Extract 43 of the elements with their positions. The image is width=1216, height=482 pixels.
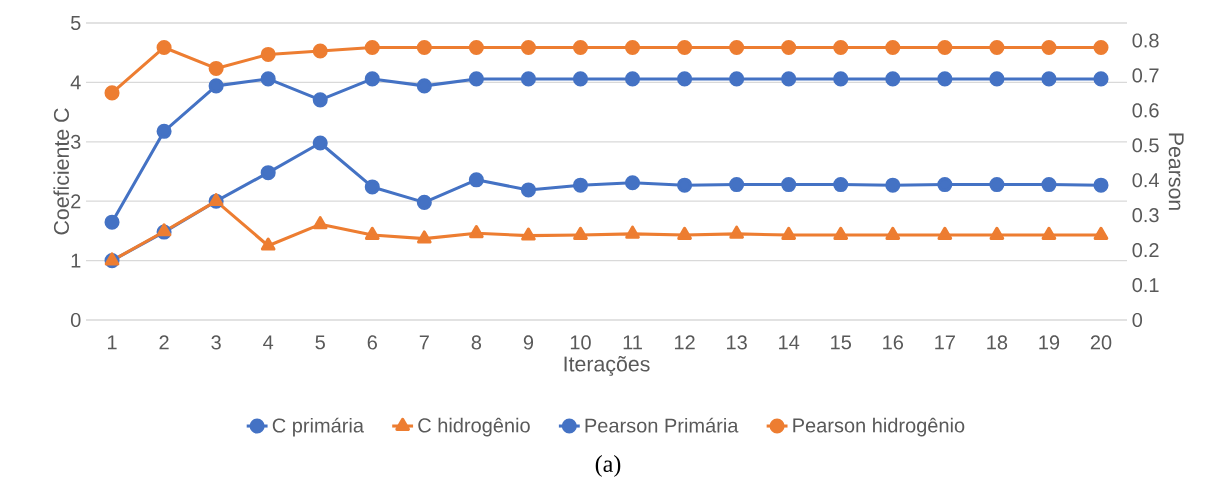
x-tick-label: 16 [883,335,904,350]
y-tick-label: 3 [70,134,81,149]
legend-label: C hidrogênio [418,417,530,437]
y2-tick-label: 0.8 [1132,33,1159,48]
y2-axis-title: Pearson [1168,133,1184,210]
legend-label: Pearson Primária [585,417,739,433]
x-tick-label: 10 [570,335,591,350]
x-tick-label: 8 [471,335,482,350]
y2-tick-label: 0.6 [1132,103,1159,118]
y-tick-label: 1 [71,253,81,268]
x-tick-label: 2 [159,335,169,350]
x-tick-label: 4 [263,335,274,350]
y-tick-label: 4 [70,75,81,90]
x-tick-label: 11 [623,335,642,350]
legend-label: Pearson hidrogênio [793,417,965,437]
y-tick-label: 0 [70,312,81,328]
x-tick-label: 6 [367,335,377,350]
x-tick-label: 15 [831,335,852,350]
y2-tick-label: 0.1 [1132,277,1159,293]
x-tick-label: 18 [987,335,1008,350]
x-tick-label: 9 [523,335,534,350]
y-tick-label: 5 [70,16,81,30]
x-tick-label: 13 [727,335,747,350]
x-tick-label: 20 [1090,335,1112,350]
x-tick-label: 12 [674,335,695,350]
y2-tick-label: 0.3 [1132,208,1159,223]
x-tick-label: 14 [779,335,800,350]
x-tick-label: 3 [211,335,221,350]
y2-tick-label: 0.7 [1132,68,1159,83]
y-axis-title: Coeficiente C [53,108,70,235]
y2-tick-label: 0.2 [1132,243,1159,258]
x-tick-label: 17 [935,335,955,350]
y-tick-label: 2 [71,194,81,209]
x-axis-title: Iterações [564,356,650,376]
x-tick-label: 5 [315,335,325,350]
text: (a) [595,455,621,477]
y2-tick-label: 0.4 [1132,173,1159,188]
legend-label: C primária [272,417,364,437]
y2-tick-label: 0 [1132,312,1143,328]
x-tick-label: 7 [419,335,429,350]
y2-tick-label: 0.5 [1132,138,1159,153]
x-tick-label: 1 [107,335,117,350]
x-tick-label: 19 [1039,335,1060,350]
